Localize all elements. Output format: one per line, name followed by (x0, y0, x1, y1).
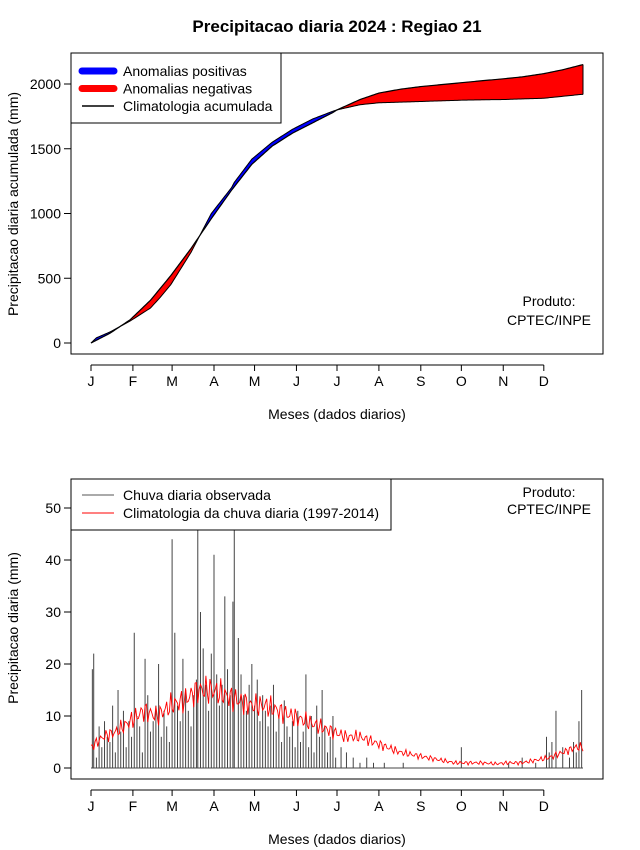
x-tick-label: M (249, 798, 261, 814)
x-tick-label: J (334, 798, 341, 814)
y-tick-label: 2000 (30, 76, 61, 92)
x-tick-label: M (166, 373, 178, 389)
legend-label: Climatologia da chuva diaria (1997-2014) (123, 505, 379, 521)
x-tick-label: F (129, 798, 138, 814)
chart2-legend-box (70, 478, 392, 531)
product-note-line1: Produto: (523, 484, 576, 500)
legend-label: Anomalias positivas (123, 63, 247, 79)
positive-anomaly-area (198, 109, 338, 237)
x-tick-label: O (456, 373, 467, 389)
y-tick-label: 1000 (30, 206, 61, 222)
chart2-x-axis-label: Meses (dados diarios) (268, 831, 406, 847)
x-tick-label: J (293, 373, 300, 389)
x-tick-label: A (374, 373, 384, 389)
product-note-line2: CPTEC/INPE (507, 312, 591, 328)
y-tick-label: 40 (45, 552, 61, 568)
x-tick-label: J (88, 798, 95, 814)
y-tick-label: 0 (53, 760, 61, 776)
x-tick-label: J (293, 798, 300, 814)
x-tick-label: O (456, 798, 467, 814)
product-note-line2: CPTEC/INPE (507, 501, 591, 517)
chart1-frame (70, 52, 604, 355)
negative-anomaly-area (119, 235, 200, 328)
x-tick-label: N (498, 373, 508, 389)
y-tick-label: 50 (45, 500, 61, 516)
y-tick-label: 500 (38, 270, 62, 286)
daily-climatology-line (90, 675, 584, 767)
legend-label: Climatologia acumulada (123, 98, 273, 114)
x-tick-label: A (374, 798, 384, 814)
y-tick-label: 0 (53, 335, 61, 351)
chart1-title: Precipitacao diaria 2024 : Regiao 21 (192, 17, 481, 36)
observed-cumulative-line (90, 93, 583, 344)
x-tick-label: J (88, 373, 95, 389)
x-tick-label: M (249, 373, 261, 389)
legend-label: Chuva diaria observada (123, 487, 271, 503)
x-tick-label: N (498, 798, 508, 814)
x-tick-label: D (539, 373, 549, 389)
y-tick-label: 10 (45, 708, 61, 724)
x-tick-label: M (166, 798, 178, 814)
x-tick-label: S (416, 798, 425, 814)
x-tick-label: A (209, 373, 219, 389)
y-tick-label: 30 (45, 604, 61, 620)
legend-label: Anomalias negativas (123, 81, 252, 97)
climatology-cumulative-line (90, 63, 584, 344)
x-tick-label: A (209, 798, 219, 814)
x-tick-label: J (334, 373, 341, 389)
y-tick-label: 1500 (30, 141, 61, 157)
product-note-line1: Produto: (523, 293, 576, 309)
x-tick-label: F (129, 373, 138, 389)
x-tick-label: S (416, 373, 425, 389)
chart1-y-axis-label: Precipitacao diaria acumulada (mm) (5, 92, 21, 316)
x-tick-label: D (539, 798, 549, 814)
chart1-x-axis-label: Meses (dados diarios) (268, 406, 406, 422)
y-tick-label: 20 (45, 656, 61, 672)
chart2-y-axis-label: Precipitacao diaria (mm) (5, 552, 21, 704)
